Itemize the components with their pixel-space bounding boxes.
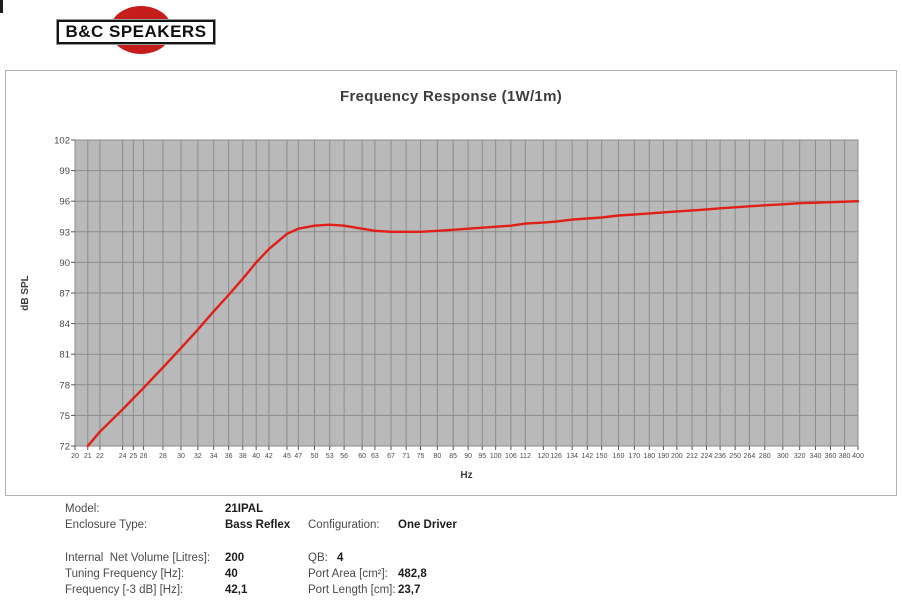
- x-tick-label: 85: [449, 453, 457, 460]
- x-tick-label: 340: [810, 453, 822, 460]
- x-tick-label: 134: [566, 453, 578, 460]
- y-tick-label: 90: [59, 258, 70, 269]
- spec-r-label: QB:: [308, 552, 328, 564]
- x-tick-label: 67: [387, 453, 395, 460]
- bc-speakers-logo: B&C SPEAKERS: [0, 0, 260, 62]
- x-tick-label: 190: [658, 453, 670, 460]
- x-tick-label: 26: [140, 453, 148, 460]
- x-tick-label: 38: [239, 453, 247, 460]
- x-tick-label: 60: [358, 453, 366, 460]
- x-tick-label: 20: [71, 453, 79, 460]
- x-tick-label: 360: [825, 453, 837, 460]
- y-tick-label: 99: [59, 166, 70, 177]
- response-curve: [86, 199, 860, 448]
- x-tick-label: 47: [294, 453, 302, 460]
- x-tick-label: 320: [794, 453, 806, 460]
- spec-r-value: 482,8: [398, 568, 427, 580]
- y-tick-label: 102: [54, 136, 70, 147]
- x-tick-label: 53: [326, 453, 334, 460]
- y-tick-label: 81: [59, 350, 70, 361]
- y-axis-title: dB SPL: [20, 275, 31, 311]
- x-tick-label: 80: [433, 453, 441, 460]
- spec-l-label: Model:: [65, 503, 100, 515]
- x-tick-label: 32: [194, 453, 202, 460]
- x-tick-label: 45: [283, 453, 291, 460]
- x-tick-label: 50: [311, 453, 319, 460]
- x-tick-label: 120: [537, 453, 549, 460]
- x-tick-label: 56: [340, 453, 348, 460]
- x-tick-label: 160: [613, 453, 625, 460]
- scan-artifact-mark: [0, 0, 3, 13]
- x-tick-label: 21: [84, 453, 92, 460]
- x-tick-label: 224: [701, 453, 713, 460]
- spec-r-value: 23,7: [398, 584, 421, 596]
- x-tick-label: 400: [852, 453, 864, 460]
- chart-panel: Frequency Response (1W/1m) 102 99 96 93 90 87…: [5, 70, 897, 496]
- x-tick-label: 30: [177, 453, 185, 460]
- spec-l-value: 21IPAL: [225, 503, 264, 515]
- x-tick-label: 22: [96, 453, 104, 460]
- x-tick-label: 24: [119, 453, 127, 460]
- x-tick-label: 100: [490, 453, 502, 460]
- x-tick-label: 36: [225, 453, 233, 460]
- x-tick-label: 170: [629, 453, 641, 460]
- x-tick-label: 28: [159, 453, 167, 460]
- x-tick-label: 264: [744, 453, 756, 460]
- x-tick-label: 40: [252, 453, 260, 460]
- y-tick-label: 84: [59, 319, 70, 330]
- x-tick-label: 63: [371, 453, 379, 460]
- x-tick-label: 212: [686, 453, 698, 460]
- spec-l-label: Tuning Frequency [Hz]:: [65, 568, 185, 580]
- x-tick-label: 150: [596, 453, 608, 460]
- y-tick-label: 72: [59, 442, 70, 453]
- x-tick-label: 25: [129, 453, 137, 460]
- spec-l-label: Frequency [-3 dB] [Hz]:: [65, 584, 184, 596]
- spec-r-value: One Driver: [398, 519, 457, 531]
- x-tick-label: 300: [777, 453, 789, 460]
- y-tick-label: 78: [59, 380, 70, 391]
- y-tick-label: 75: [59, 411, 70, 422]
- x-tick-label: 236: [714, 453, 726, 460]
- logo-text: B&C SPEAKERS: [65, 22, 207, 41]
- x-tick-label: 42: [265, 453, 273, 460]
- x-tick-label: 280: [759, 453, 771, 460]
- spec-l-label: Internal Net Volume [Litres]:: [65, 552, 211, 564]
- x-tick-label: 250: [729, 453, 741, 460]
- x-tick-label: 112: [520, 453, 531, 460]
- x-tick-label: 126: [550, 453, 562, 460]
- x-tick-label: 200: [671, 453, 683, 460]
- y-tick-label: 96: [59, 197, 70, 208]
- x-axis-title: Hz: [460, 470, 472, 481]
- x-tick-label: 90: [464, 453, 472, 460]
- y-tick-label: 93: [59, 227, 70, 238]
- x-tick-label: 34: [210, 453, 218, 460]
- spec-l-value: Bass Reflex: [225, 519, 291, 531]
- x-tick-label: 106: [505, 453, 517, 460]
- spec-l-value: 200: [225, 552, 245, 564]
- x-tick-label: 380: [839, 453, 851, 460]
- x-tick-label: 71: [402, 453, 410, 460]
- x-tick-label: 142: [581, 453, 593, 460]
- spec-r-label: Configuration:: [308, 519, 380, 531]
- logo-wordmark: B&C SPEAKERS: [56, 19, 216, 45]
- spec-r-value: 4: [337, 552, 344, 564]
- spec-l-label: Enclosure Type:: [65, 519, 148, 531]
- spec-r-label: Port Area [cm²]:: [308, 568, 388, 580]
- y-tick-label: 87: [59, 289, 70, 300]
- spec-l-value: 40: [225, 568, 238, 580]
- x-tick-label: 180: [643, 453, 655, 460]
- x-tick-label: 95: [478, 453, 486, 460]
- spec-l-value: 42,1: [225, 584, 248, 596]
- x-tick-label: 75: [417, 453, 425, 460]
- spec-r-label: Port Length [cm]:: [308, 584, 396, 596]
- chart-title: Frequency Response (1W/1m): [339, 88, 563, 105]
